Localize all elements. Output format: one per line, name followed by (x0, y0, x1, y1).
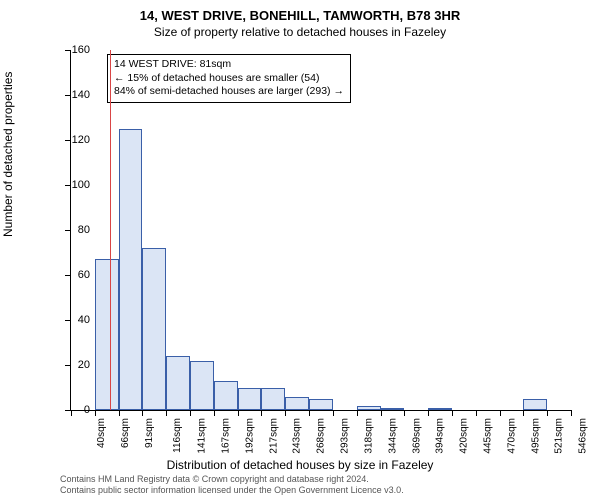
info-line-larger: 84% of semi-detached houses are larger (… (114, 85, 344, 99)
x-tick-label: 420sqm (459, 418, 470, 454)
x-tick (309, 410, 310, 416)
y-tick-label: 20 (60, 359, 90, 371)
x-tick (547, 410, 548, 416)
x-tick-label: 445sqm (483, 418, 494, 454)
x-tick (381, 410, 382, 416)
x-tick-label: 344sqm (387, 418, 398, 454)
x-tick (238, 410, 239, 416)
x-tick-label: 243sqm (292, 418, 303, 454)
x-tick (500, 410, 501, 416)
y-tick-label: 140 (60, 89, 90, 101)
x-tick (119, 410, 120, 416)
x-tick-label: 116sqm (172, 418, 183, 453)
x-axis-title: Distribution of detached houses by size … (0, 458, 600, 472)
footer-attribution: Contains HM Land Registry data © Crown c… (60, 474, 404, 496)
x-tick (476, 410, 477, 416)
histogram-bar (166, 356, 190, 410)
y-tick-label: 100 (60, 179, 90, 191)
histogram-bar (238, 388, 262, 411)
x-tick (190, 410, 191, 416)
property-marker-line (110, 50, 112, 410)
info-line-smaller: ← 15% of detached houses are smaller (54… (114, 72, 344, 86)
histogram-bar (381, 408, 405, 410)
x-tick (142, 410, 143, 416)
x-tick (452, 410, 453, 416)
x-tick (95, 410, 96, 416)
x-tick (261, 410, 262, 416)
x-tick (285, 410, 286, 416)
x-tick-label: 546sqm (578, 418, 589, 454)
y-tick-label: 60 (60, 269, 90, 281)
x-tick-label: 192sqm (244, 418, 255, 454)
histogram-bar (214, 381, 238, 410)
x-tick-label: 495sqm (530, 418, 541, 454)
x-tick-label: 66sqm (120, 418, 131, 448)
histogram-bar (523, 399, 547, 410)
footer-line1: Contains HM Land Registry data © Crown c… (60, 474, 404, 485)
x-tick (333, 410, 334, 416)
histogram-bar (261, 388, 285, 411)
x-tick-label: 318sqm (363, 418, 374, 454)
y-tick-label: 0 (60, 404, 90, 416)
x-tick (523, 410, 524, 416)
histogram-bar (142, 248, 166, 410)
histogram-bar (190, 361, 214, 411)
x-tick-label: 91sqm (144, 418, 155, 448)
y-tick-label: 120 (60, 134, 90, 146)
x-tick-label: 141sqm (197, 418, 208, 454)
x-tick-label: 217sqm (268, 418, 279, 454)
x-tick-label: 293sqm (340, 418, 351, 454)
histogram-bar (285, 397, 309, 411)
x-tick-label: 470sqm (506, 418, 517, 454)
x-tick (214, 410, 215, 416)
y-tick-label: 80 (60, 224, 90, 236)
x-tick (357, 410, 358, 416)
y-tick-label: 160 (60, 44, 90, 56)
x-tick (166, 410, 167, 416)
x-tick-label: 369sqm (411, 418, 422, 454)
chart-title: 14, WEST DRIVE, BONEHILL, TAMWORTH, B78 … (0, 0, 600, 23)
x-tick-label: 521sqm (554, 418, 565, 454)
x-tick-label: 40sqm (96, 418, 107, 448)
y-axis-title: Number of detached properties (1, 72, 15, 237)
plot-area: 14 WEST DRIVE: 81sqm ← 15% of detached h… (70, 50, 571, 411)
chart-subtitle: Size of property relative to detached ho… (0, 25, 600, 39)
x-tick-label: 167sqm (221, 418, 232, 454)
histogram-bar (357, 406, 381, 411)
x-tick-label: 394sqm (435, 418, 446, 454)
x-tick (428, 410, 429, 416)
histogram-bar (428, 408, 452, 410)
chart-container: 14, WEST DRIVE, BONEHILL, TAMWORTH, B78 … (0, 0, 600, 500)
property-info-box: 14 WEST DRIVE: 81sqm ← 15% of detached h… (107, 54, 351, 103)
info-line-property: 14 WEST DRIVE: 81sqm (114, 58, 344, 72)
x-tick-label: 268sqm (316, 418, 327, 454)
y-tick-label: 40 (60, 314, 90, 326)
histogram-bar (309, 399, 333, 410)
x-tick (571, 410, 572, 416)
x-tick (404, 410, 405, 416)
histogram-bar (95, 259, 119, 410)
footer-line2: Contains public sector information licen… (60, 485, 404, 496)
histogram-bar (119, 129, 143, 410)
